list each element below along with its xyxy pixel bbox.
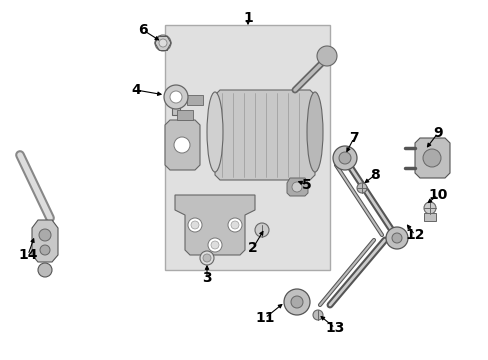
Ellipse shape bbox=[207, 238, 222, 252]
Text: 14: 14 bbox=[18, 248, 38, 262]
Ellipse shape bbox=[159, 39, 167, 47]
Ellipse shape bbox=[291, 182, 302, 192]
Polygon shape bbox=[175, 195, 254, 255]
Text: 8: 8 bbox=[369, 168, 379, 182]
Ellipse shape bbox=[191, 221, 199, 229]
Ellipse shape bbox=[306, 92, 323, 172]
Polygon shape bbox=[215, 90, 314, 180]
Text: 9: 9 bbox=[432, 126, 442, 140]
Ellipse shape bbox=[206, 92, 223, 172]
Text: 2: 2 bbox=[247, 241, 257, 255]
Ellipse shape bbox=[40, 245, 50, 255]
Polygon shape bbox=[286, 178, 307, 196]
Text: 4: 4 bbox=[131, 83, 141, 97]
FancyBboxPatch shape bbox=[177, 110, 193, 120]
Text: 1: 1 bbox=[243, 11, 252, 25]
Ellipse shape bbox=[210, 241, 219, 249]
Ellipse shape bbox=[230, 221, 239, 229]
Ellipse shape bbox=[200, 251, 214, 265]
Ellipse shape bbox=[174, 137, 190, 153]
Ellipse shape bbox=[312, 310, 323, 320]
Ellipse shape bbox=[163, 85, 187, 109]
Polygon shape bbox=[164, 120, 200, 170]
FancyBboxPatch shape bbox=[423, 213, 435, 221]
Ellipse shape bbox=[39, 229, 51, 241]
Ellipse shape bbox=[155, 35, 171, 51]
Ellipse shape bbox=[422, 149, 440, 167]
Ellipse shape bbox=[254, 223, 268, 237]
Text: 7: 7 bbox=[348, 131, 358, 145]
Ellipse shape bbox=[423, 202, 435, 214]
Text: 6: 6 bbox=[138, 23, 147, 37]
Text: 5: 5 bbox=[302, 178, 311, 192]
Text: 12: 12 bbox=[405, 228, 424, 242]
Text: 10: 10 bbox=[427, 188, 447, 202]
Text: 11: 11 bbox=[255, 311, 274, 325]
Ellipse shape bbox=[284, 289, 309, 315]
Ellipse shape bbox=[290, 296, 303, 308]
Ellipse shape bbox=[356, 183, 366, 193]
Ellipse shape bbox=[227, 218, 242, 232]
Ellipse shape bbox=[385, 227, 407, 249]
Ellipse shape bbox=[338, 152, 350, 164]
Polygon shape bbox=[414, 138, 449, 178]
Ellipse shape bbox=[391, 233, 401, 243]
Polygon shape bbox=[32, 220, 58, 262]
Ellipse shape bbox=[203, 254, 210, 262]
FancyBboxPatch shape bbox=[164, 25, 329, 270]
Ellipse shape bbox=[187, 218, 202, 232]
Ellipse shape bbox=[170, 91, 182, 103]
Ellipse shape bbox=[316, 46, 336, 66]
FancyBboxPatch shape bbox=[186, 95, 203, 105]
Text: 13: 13 bbox=[325, 321, 344, 335]
Ellipse shape bbox=[38, 263, 52, 277]
Ellipse shape bbox=[332, 146, 356, 170]
FancyBboxPatch shape bbox=[172, 103, 180, 115]
Text: 3: 3 bbox=[202, 271, 211, 285]
